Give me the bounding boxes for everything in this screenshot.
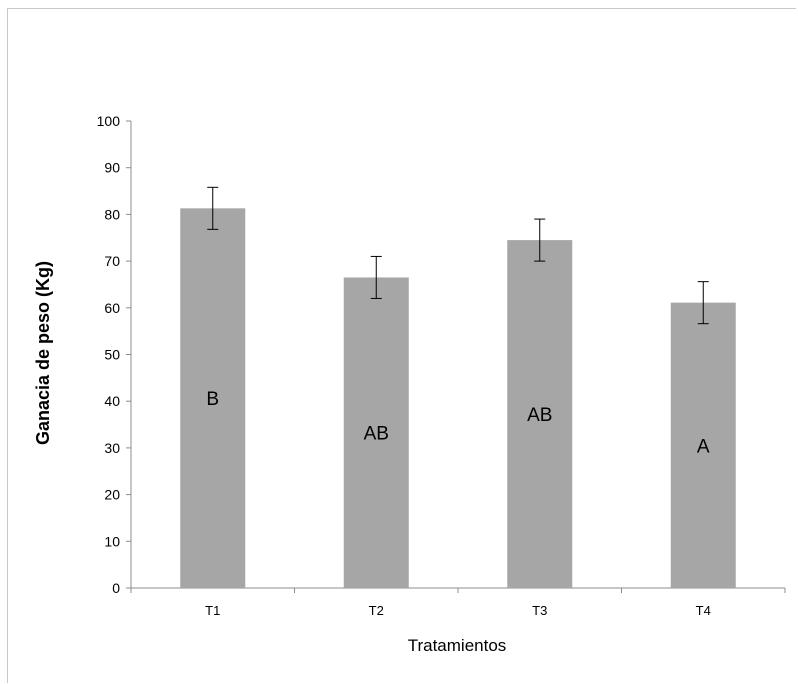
y-tick-label: 20 bbox=[104, 487, 120, 503]
y-tick-label: 10 bbox=[104, 533, 120, 549]
y-tick-label: 50 bbox=[104, 347, 120, 363]
error-bars bbox=[207, 186, 709, 325]
y-tick-label: 80 bbox=[104, 206, 120, 222]
x-tick-label: T3 bbox=[532, 603, 547, 618]
bar-t3 bbox=[507, 240, 573, 588]
significance-letters: B AB AB A bbox=[206, 389, 710, 457]
bar-t4 bbox=[670, 302, 736, 588]
significance-letter-t3: AB bbox=[527, 405, 552, 426]
significance-letter-t2: AB bbox=[364, 424, 389, 445]
y-tick-label: 90 bbox=[104, 160, 120, 176]
chart-frame bbox=[7, 8, 796, 683]
y-tick-label: 60 bbox=[104, 300, 120, 316]
y-axis-title: Ganacia de peso (Kg) bbox=[33, 261, 53, 445]
x-tick-label: T2 bbox=[369, 603, 384, 618]
bar-t1 bbox=[180, 208, 246, 589]
x-axis: T1 T2 T3 T4 bbox=[130, 587, 786, 618]
y-tick-label: 100 bbox=[97, 113, 121, 129]
y-axis: 0 10 20 30 40 50 60 70 80 90 100 bbox=[97, 113, 132, 596]
y-tick-label: 70 bbox=[104, 253, 120, 269]
y-tick-label: 30 bbox=[104, 440, 120, 456]
x-tick-label: T4 bbox=[696, 603, 711, 618]
bar-t2 bbox=[343, 277, 409, 588]
significance-letter-t1: B bbox=[206, 389, 219, 410]
x-tick-label: T1 bbox=[205, 603, 220, 618]
significance-letter-t4: A bbox=[697, 436, 710, 457]
bars bbox=[180, 208, 736, 589]
y-tick-label: 0 bbox=[112, 580, 120, 596]
y-tick-label: 40 bbox=[104, 393, 120, 409]
x-axis-title: Tratamientos bbox=[408, 636, 507, 655]
